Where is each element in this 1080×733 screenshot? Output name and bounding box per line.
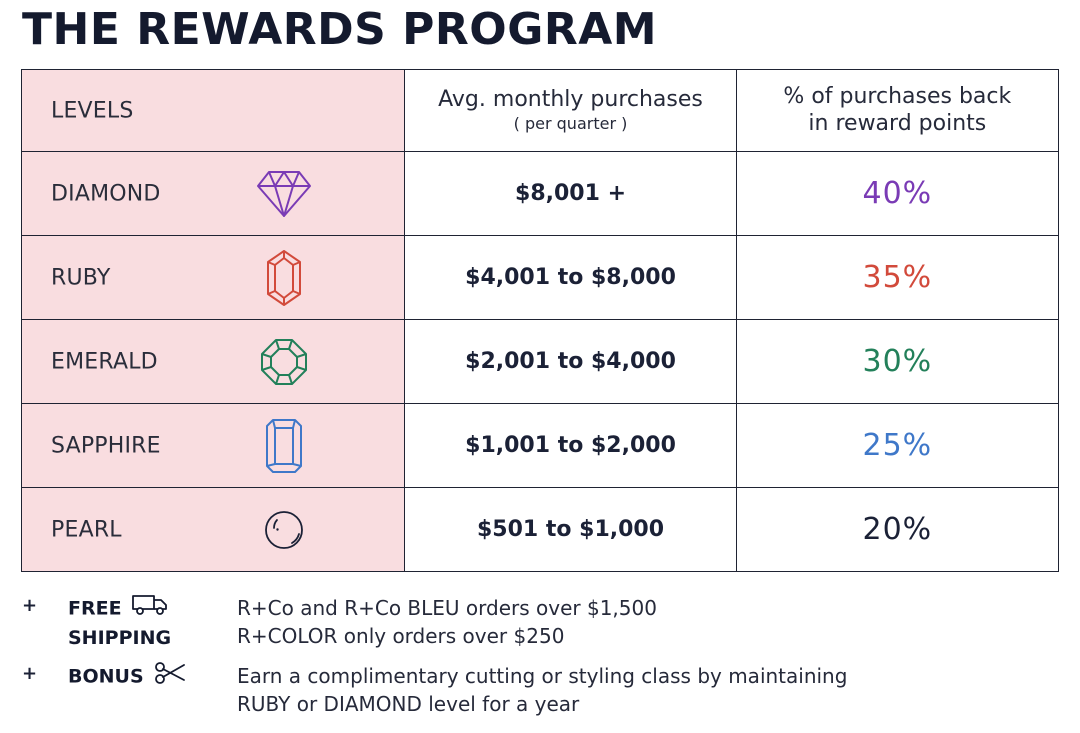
pearl-icon (255, 501, 313, 559)
header-purchases-sub: ( per quarter ) (513, 114, 628, 134)
note-description: R+Co and R+Co BLEU orders over $1,500 R+… (237, 594, 657, 650)
diamond-icon (255, 165, 313, 223)
table-header-row: LEVELS Avg. monthly purchases ( per quar… (20, 69, 1060, 152)
table-row: SAPPHIRE $1,001 to $2,000 25% (20, 403, 1060, 488)
bonus-note: + BONUS Earn a complimentary cutting or … (22, 660, 1052, 722)
page-title: THE REWARDS PROGRAM (22, 4, 658, 55)
note-label-line1: FREE (68, 597, 122, 620)
purchase-range: $2,001 to $4,000 (404, 319, 737, 404)
purchase-range: $1,001 to $2,000 (404, 403, 737, 488)
table-row: RUBY $4,001 to $8,000 35% (20, 235, 1060, 320)
header-back-line1: % of purchases back (783, 83, 1012, 109)
reward-percent: 35% (735, 235, 1060, 320)
purchase-range: $4,001 to $8,000 (404, 235, 737, 320)
level-name: DIAMOND (51, 181, 161, 206)
sapphire-icon (255, 417, 313, 475)
header-back-line2: in reward points (808, 110, 987, 136)
level-cell: SAPPHIRE (20, 403, 406, 488)
note-label-line1: BONUS (68, 665, 144, 688)
note-desc-line2: RUBY or DIAMOND level for a year (237, 692, 580, 716)
header-levels-cell: LEVELS (20, 69, 406, 152)
note-description: Earn a complimentary cutting or styling … (237, 662, 847, 718)
note-label: FREE SHIPPING (68, 594, 171, 652)
table-row: PEARL $501 to $1,000 20% (20, 487, 1060, 572)
level-name: PEARL (51, 517, 122, 542)
level-name: EMERALD (51, 349, 158, 374)
header-levels: LEVELS (51, 98, 134, 123)
reward-percent: 20% (735, 487, 1060, 572)
free-shipping-note: + FREE SHIPPING R+Co and R+Co BLEU order… (22, 592, 1052, 654)
scissors-icon (154, 662, 186, 692)
ruby-icon (255, 249, 313, 307)
emerald-icon (255, 333, 313, 391)
purchase-range: $501 to $1,000 (404, 487, 737, 572)
note-label-line2: SHIPPING (68, 627, 172, 649)
bullet-plus: + (22, 663, 38, 684)
purchase-range: $8,001 + (404, 151, 737, 236)
level-cell: EMERALD (20, 319, 406, 404)
reward-percent: 25% (735, 403, 1060, 488)
note-desc-line2: R+COLOR only orders over $250 (237, 624, 565, 648)
level-name: SAPPHIRE (51, 433, 161, 458)
note-desc-line1: R+Co and R+Co BLEU orders over $1,500 (237, 596, 657, 620)
header-purchases-cell: Avg. monthly purchases ( per quarter ) (404, 69, 737, 152)
header-back-cell: % of purchases back in reward points (735, 69, 1060, 152)
truck-icon (132, 594, 168, 624)
table-row: DIAMOND $8,001 + 40% (20, 151, 1060, 236)
level-name: RUBY (51, 265, 111, 290)
bullet-plus: + (22, 595, 38, 616)
benefits-notes: + FREE SHIPPING R+Co and R+Co BLEU order… (22, 592, 1052, 722)
header-purchases: Avg. monthly purchases (438, 87, 703, 113)
reward-percent: 30% (735, 319, 1060, 404)
table-row: EMERALD $2,001 to $4,000 30% (20, 319, 1060, 404)
rewards-table: LEVELS Avg. monthly purchases ( per quar… (20, 69, 1060, 572)
level-cell: RUBY (20, 235, 406, 320)
note-label: BONUS (68, 662, 186, 692)
note-desc-line1: Earn a complimentary cutting or styling … (237, 664, 848, 688)
level-cell: DIAMOND (20, 151, 406, 236)
level-cell: PEARL (20, 487, 406, 572)
reward-percent: 40% (735, 151, 1060, 236)
